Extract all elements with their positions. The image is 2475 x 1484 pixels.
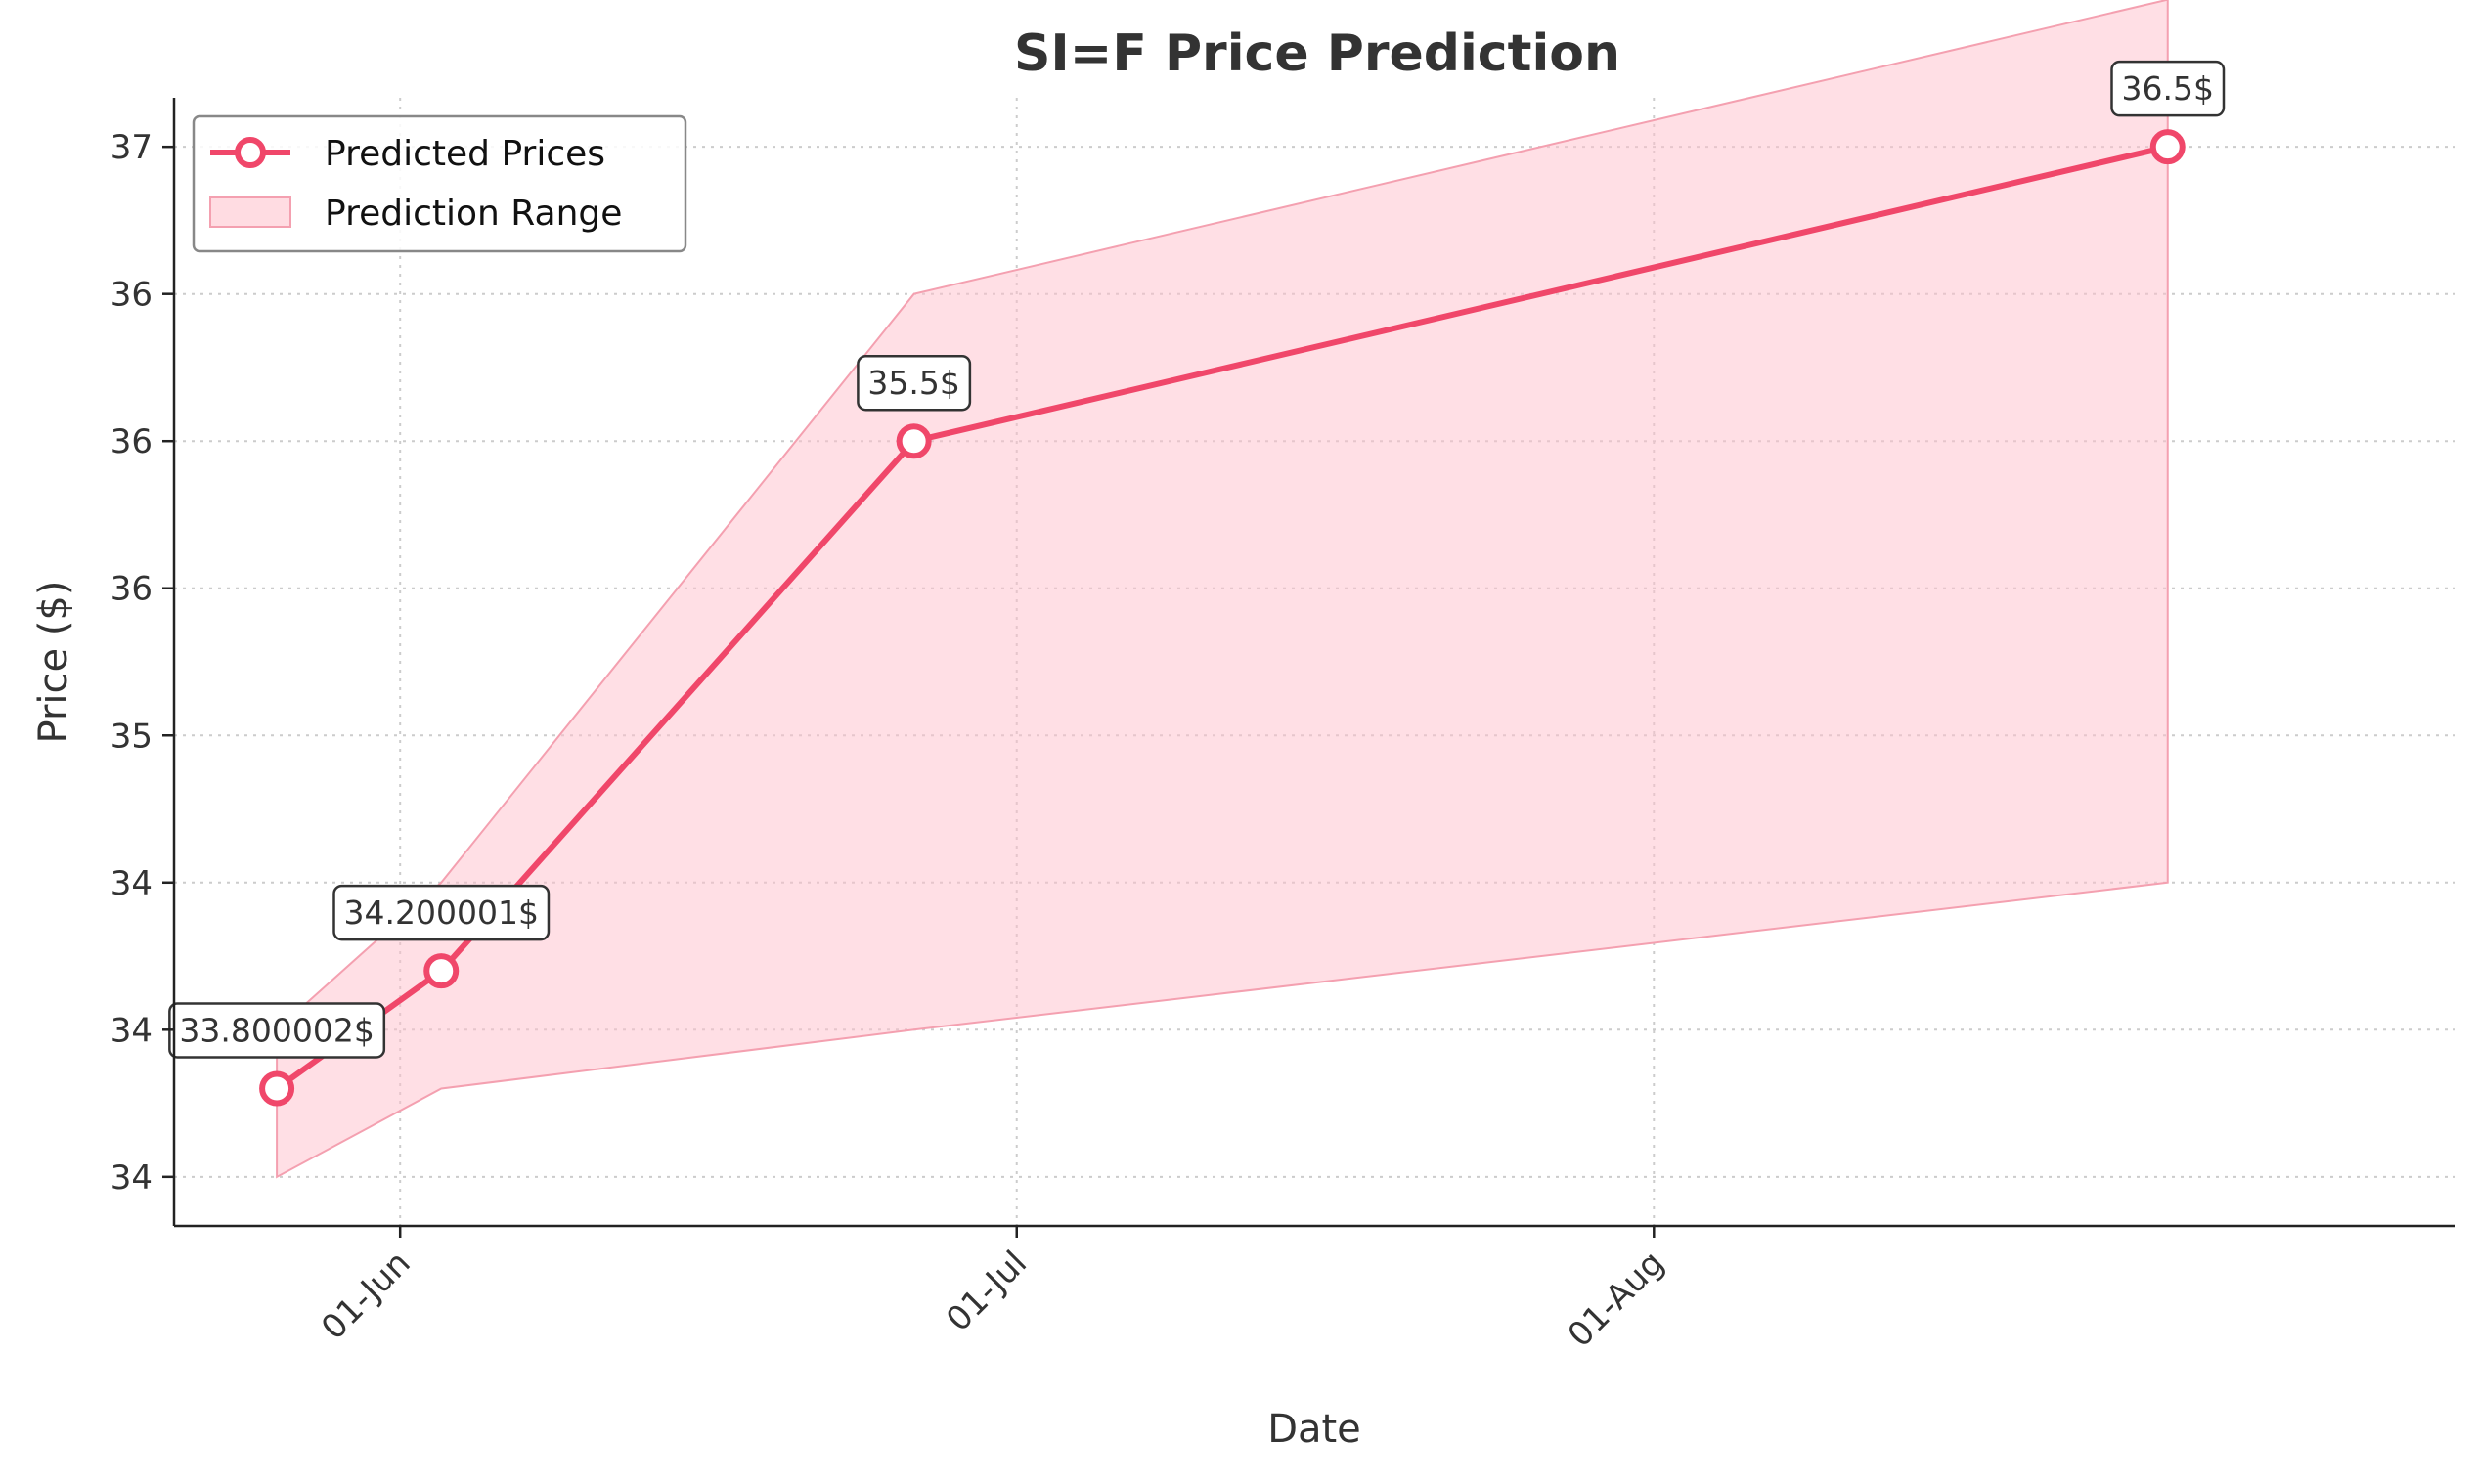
data-label: 34.200001$ bbox=[332, 884, 551, 941]
prediction-range-band bbox=[276, 0, 2169, 1179]
legend-band-swatch bbox=[209, 196, 291, 228]
axes bbox=[172, 98, 2455, 1228]
y-tick-label: 35 bbox=[110, 717, 153, 756]
x-tick-label: 01-Jun bbox=[314, 1244, 418, 1347]
predicted-price-point bbox=[259, 1070, 295, 1107]
y-tick-label: 36 bbox=[110, 570, 153, 609]
data-labels: 33.800002$ 34.200001$ 35.5$ 36.5$ bbox=[168, 60, 2226, 1059]
y-tick-label: 34 bbox=[110, 1011, 153, 1050]
legend-label-prediction-range: Prediction Range bbox=[325, 194, 622, 234]
predicted-price-point bbox=[896, 423, 932, 459]
y-tick-label: 36 bbox=[110, 422, 153, 461]
legend-frame bbox=[192, 114, 687, 253]
predicted-price-point bbox=[2149, 129, 2186, 165]
chart-title: SI=F Price Prediction bbox=[1014, 24, 1620, 83]
x-tick-label: 01-Jul bbox=[939, 1244, 1035, 1339]
data-label: 35.5$ bbox=[857, 354, 972, 412]
y-tick-label: 36 bbox=[110, 276, 153, 315]
data-label: 33.800002$ bbox=[168, 1002, 386, 1059]
data-label-box bbox=[2110, 60, 2226, 117]
legend-label-predicted-prices: Predicted Prices bbox=[325, 134, 605, 174]
predicted-price-point bbox=[423, 953, 460, 989]
data-label-text: 34.200001$ bbox=[344, 894, 539, 932]
legend-marker-swatch bbox=[235, 137, 266, 168]
data-label-box bbox=[857, 354, 972, 412]
prediction-range-area bbox=[276, 0, 2169, 1179]
y-tick-label: 34 bbox=[110, 1158, 153, 1198]
data-label-text: 36.5$ bbox=[2122, 69, 2214, 108]
y-tick-label: 34 bbox=[110, 864, 153, 903]
x-tick-label: 01-Aug bbox=[1561, 1244, 1672, 1355]
data-label-text: 35.5$ bbox=[867, 364, 959, 402]
legend: Predicted Prices Prediction Range bbox=[192, 114, 687, 253]
y-tick-label: 37 bbox=[110, 128, 153, 167]
data-label: 36.5$ bbox=[2110, 60, 2226, 117]
data-label-box bbox=[332, 884, 551, 941]
y-axis-label: Price ($) bbox=[31, 581, 76, 744]
data-label-text: 33.800002$ bbox=[179, 1012, 374, 1050]
x-axis-label: Date bbox=[1267, 1407, 1361, 1452]
